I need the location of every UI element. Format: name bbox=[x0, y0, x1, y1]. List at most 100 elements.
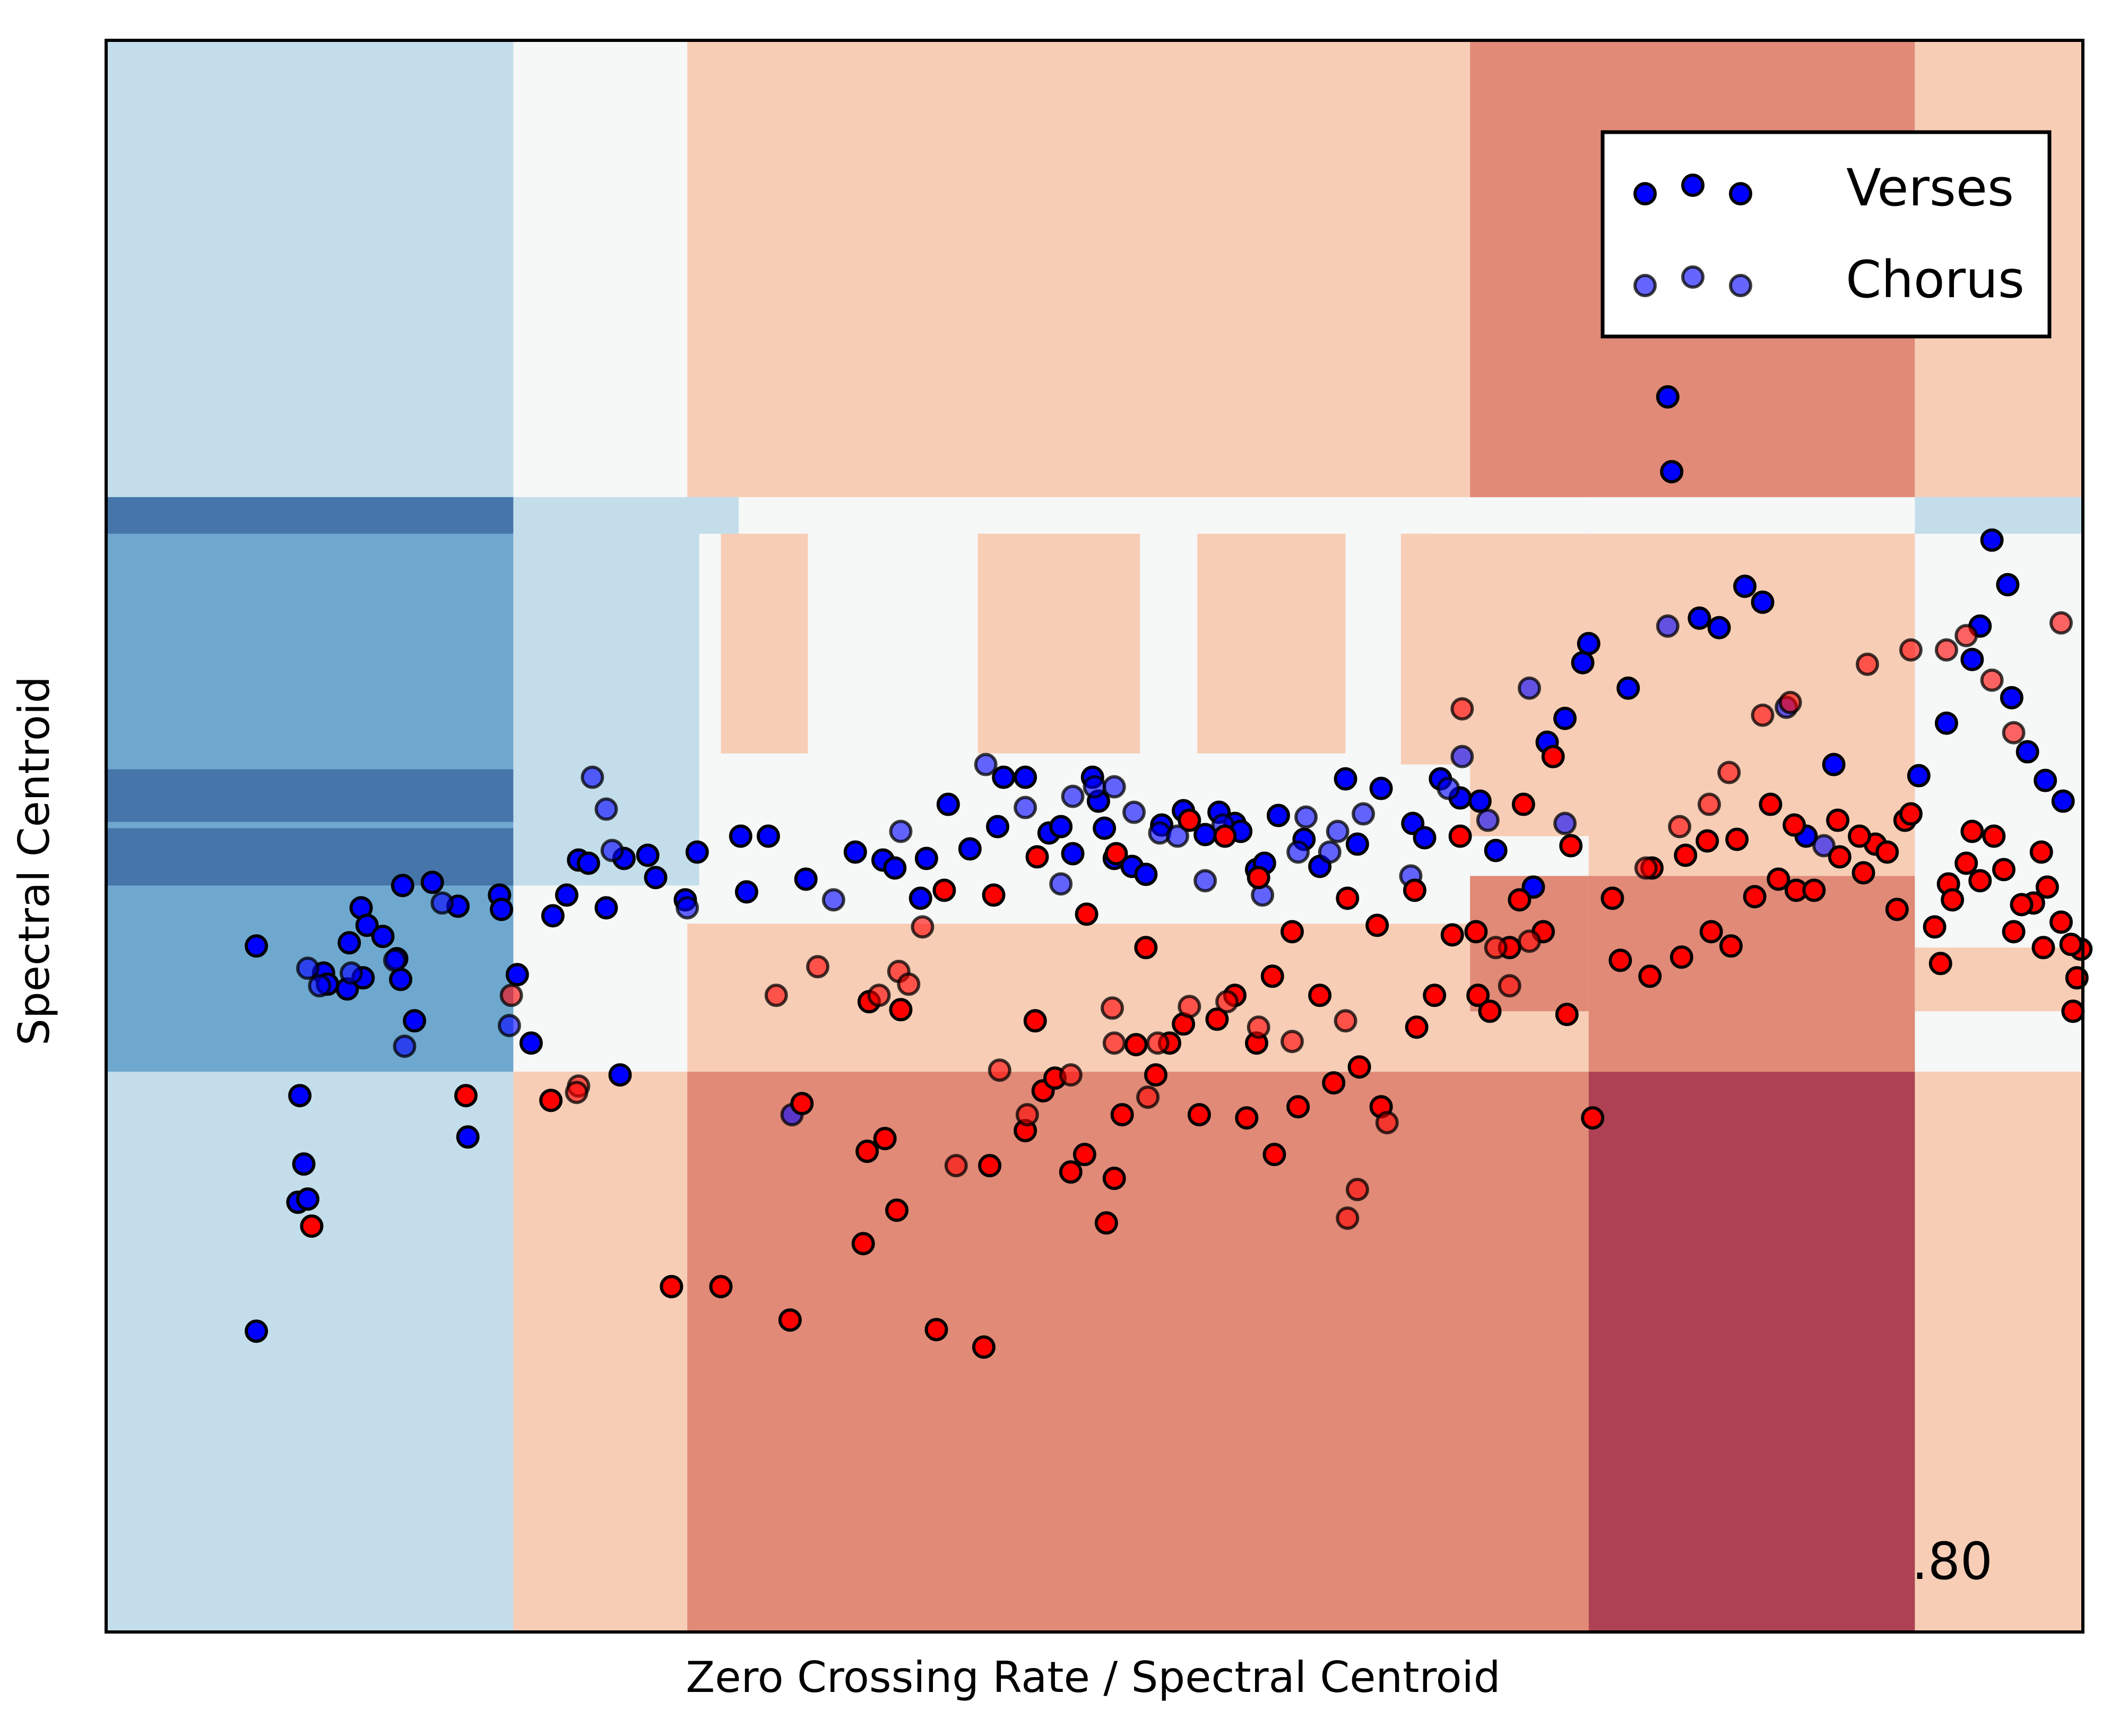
data-point-0-32 bbox=[636, 843, 660, 867]
data-point-2-98 bbox=[1600, 886, 1624, 910]
data-point-3-40 bbox=[911, 915, 935, 939]
data-point-1-40 bbox=[1812, 834, 1836, 858]
data-point-0-1 bbox=[245, 1319, 269, 1343]
y-axis-label: Spectral Centroid bbox=[10, 676, 59, 1046]
data-point-1-1 bbox=[308, 974, 332, 998]
data-point-3-32 bbox=[1855, 652, 1879, 676]
data-point-2-78 bbox=[889, 998, 913, 1022]
data-point-3-31 bbox=[1778, 690, 1802, 714]
data-point-1-22 bbox=[1165, 824, 1189, 848]
data-point-1-2 bbox=[339, 961, 363, 985]
legend-marker-verses bbox=[1633, 174, 1752, 205]
data-point-1-7 bbox=[581, 765, 604, 789]
data-point-3-28 bbox=[1697, 792, 1721, 816]
legend-label-chorus: Chorus bbox=[1846, 250, 2025, 309]
data-point-1-14 bbox=[974, 753, 998, 776]
data-point-0-28 bbox=[576, 851, 600, 875]
data-point-0-43 bbox=[909, 886, 932, 910]
data-point-2-44 bbox=[1555, 1003, 1579, 1026]
data-point-2-47 bbox=[1638, 964, 1662, 988]
data-point-2-108 bbox=[1899, 802, 1923, 826]
data-point-0-44 bbox=[914, 847, 938, 870]
data-point-2-61 bbox=[1928, 952, 1952, 975]
data-point-0-70 bbox=[1334, 767, 1357, 791]
data-point-3-11 bbox=[1102, 1031, 1126, 1055]
data-point-2-21 bbox=[1124, 1033, 1148, 1057]
data-point-3-10 bbox=[1101, 996, 1124, 1020]
series-1 bbox=[296, 614, 1836, 1127]
data-point-1-15 bbox=[1014, 796, 1037, 819]
data-point-3-6 bbox=[944, 1154, 968, 1178]
data-point-1-36 bbox=[1518, 676, 1541, 700]
data-point-2-52 bbox=[1767, 867, 1790, 891]
data-point-3-24 bbox=[1498, 974, 1521, 998]
data-point-0-3 bbox=[288, 1084, 312, 1108]
data-point-0-26 bbox=[555, 883, 578, 907]
data-point-2-89 bbox=[1281, 920, 1304, 944]
data-point-2-45 bbox=[1581, 1106, 1605, 1130]
data-point-0-82 bbox=[1571, 651, 1595, 675]
data-point-1-13 bbox=[889, 819, 913, 843]
decision-region-5 bbox=[687, 40, 1589, 497]
data-point-2-8 bbox=[885, 1198, 909, 1222]
data-point-2-46 bbox=[1608, 948, 1632, 972]
data-point-2-79 bbox=[932, 878, 956, 902]
data-point-0-12 bbox=[355, 913, 379, 937]
data-point-2-51 bbox=[1743, 885, 1767, 909]
data-point-0-71 bbox=[1345, 832, 1369, 856]
data-point-2-66 bbox=[1992, 858, 2015, 882]
data-point-0-86 bbox=[1660, 460, 1684, 483]
data-point-2-95 bbox=[1511, 792, 1535, 816]
legend-dot-1-0 bbox=[1633, 274, 1657, 297]
data-point-2-37 bbox=[1423, 983, 1447, 1007]
data-point-2-55 bbox=[1828, 845, 1852, 869]
data-point-0-29 bbox=[594, 896, 618, 920]
legend-dot-0-1 bbox=[1681, 174, 1705, 197]
legend: Verses Chorus bbox=[1600, 130, 2052, 339]
data-point-1-19 bbox=[1102, 775, 1126, 799]
data-point-0-52 bbox=[1061, 842, 1085, 866]
data-point-2-72 bbox=[2061, 999, 2085, 1023]
plot-frame bbox=[105, 39, 2084, 1634]
data-point-0-72 bbox=[1369, 776, 1393, 800]
data-point-2-3 bbox=[660, 1275, 684, 1299]
data-point-2-36 bbox=[1405, 1015, 1429, 1039]
data-point-2-0 bbox=[300, 1214, 324, 1238]
data-point-2-100 bbox=[1674, 843, 1698, 867]
legend-dot-1-2 bbox=[1729, 274, 1752, 297]
data-point-2-63 bbox=[1954, 851, 1978, 875]
data-point-2-92 bbox=[1403, 878, 1426, 902]
data-point-0-18 bbox=[420, 870, 444, 894]
decision-region-3 bbox=[687, 1072, 1589, 1632]
data-point-2-33 bbox=[1322, 1071, 1346, 1095]
data-point-3-4 bbox=[867, 983, 891, 1007]
data-point-0-5 bbox=[296, 1187, 319, 1211]
data-point-3-35 bbox=[1954, 624, 1978, 647]
data-point-2-11 bbox=[978, 1154, 1002, 1178]
data-point-2-102 bbox=[1725, 827, 1749, 851]
data-point-3-29 bbox=[1717, 761, 1741, 784]
data-point-0-85 bbox=[1656, 385, 1680, 409]
data-point-2-82 bbox=[1075, 902, 1098, 926]
data-point-0-45 bbox=[936, 792, 960, 816]
data-point-0-37 bbox=[734, 880, 758, 904]
data-point-2-112 bbox=[2029, 840, 2053, 864]
data-point-2-88 bbox=[1260, 964, 1284, 988]
legend-label-verses: Verses bbox=[1846, 158, 2014, 218]
data-point-2-28 bbox=[1235, 1106, 1259, 1130]
data-point-0-90 bbox=[1751, 590, 1775, 614]
data-point-3-27 bbox=[1668, 815, 1692, 839]
data-point-1-17 bbox=[1061, 784, 1085, 808]
data-point-3-23 bbox=[1484, 936, 1508, 960]
data-point-2-86 bbox=[1213, 824, 1237, 848]
data-point-3-15 bbox=[1215, 990, 1239, 1014]
data-point-3-36 bbox=[1980, 668, 2004, 692]
data-point-2-16 bbox=[1059, 1160, 1083, 1184]
data-point-0-15 bbox=[389, 968, 413, 991]
decision-region-4 bbox=[1588, 1072, 1915, 1632]
data-point-1-6 bbox=[497, 1014, 521, 1038]
data-point-0-100 bbox=[2015, 740, 2039, 764]
data-point-2-67 bbox=[2002, 920, 2026, 944]
data-point-3-38 bbox=[2049, 611, 2073, 635]
